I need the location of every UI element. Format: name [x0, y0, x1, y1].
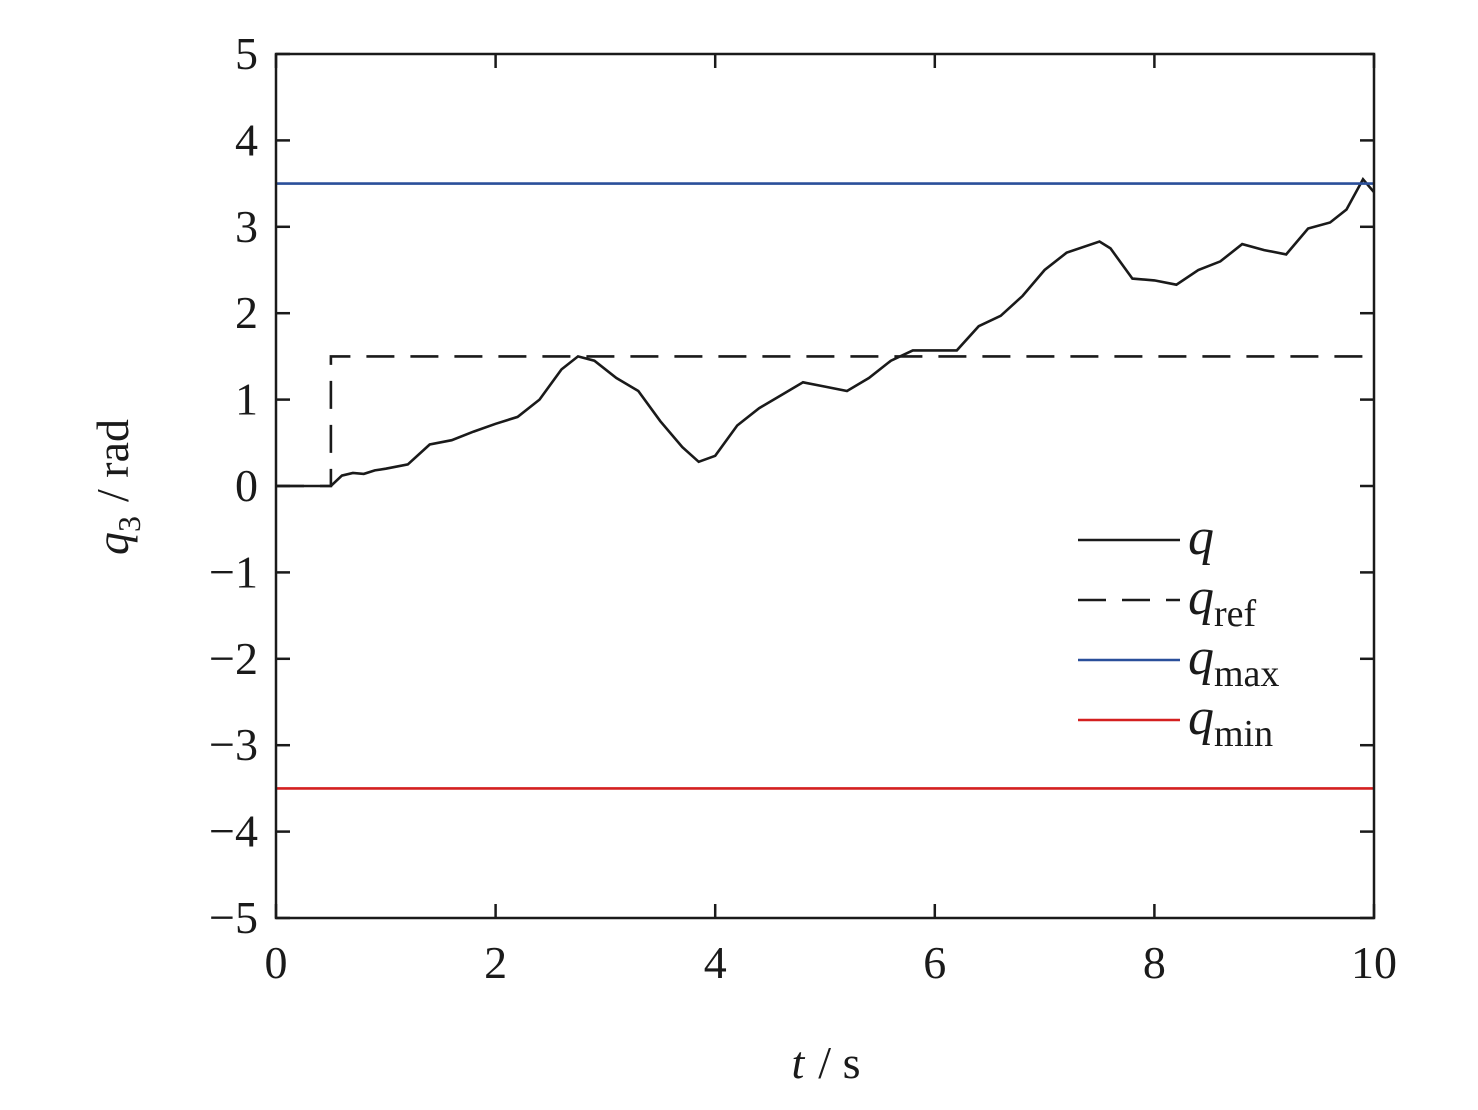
x-tick-label: 8 [1143, 937, 1166, 988]
legend-symbol: q [1188, 509, 1214, 566]
y-tick-label: −1 [209, 546, 258, 597]
legend-label: qref [1188, 569, 1257, 635]
x-tick-label: 4 [704, 937, 727, 988]
legend-symbol: q [1188, 569, 1214, 626]
y-label-subscript: 3 [111, 516, 147, 532]
legend-subscript: ref [1214, 593, 1257, 635]
x-axis-label: t / s [792, 1037, 861, 1088]
x-label-symbol: t [792, 1037, 806, 1088]
y-tick-label: 0 [235, 460, 258, 511]
y-tick-label: 3 [235, 201, 258, 252]
x-tick-label: 10 [1351, 937, 1397, 988]
x-tick-label: 2 [484, 937, 507, 988]
x-tick-label: 6 [923, 937, 946, 988]
series-line [276, 177, 1375, 488]
legend-label: qmin [1188, 689, 1273, 755]
y-tick-label: 2 [235, 287, 258, 338]
y-tick-label: 5 [235, 28, 258, 79]
y-tick-label: 1 [235, 374, 258, 425]
y-label-symbol: q [87, 532, 138, 555]
y-label-unit: / rad [87, 419, 138, 502]
y-tick-label: −2 [209, 633, 258, 684]
y-tick-label: −3 [209, 719, 258, 770]
y-axis-label: q3 / rad [87, 419, 147, 555]
legend-label: qmax [1188, 629, 1279, 695]
legend-symbol: q [1188, 629, 1214, 686]
y-tick-label: 4 [235, 114, 258, 165]
y-tick-label: −5 [209, 892, 258, 943]
y-tick-label: −4 [209, 806, 258, 857]
legend-symbol: q [1188, 689, 1214, 746]
series-line [276, 355, 1374, 488]
x-label-unit: / s [818, 1037, 860, 1088]
legend-subscript: max [1214, 653, 1279, 695]
legend-subscript: min [1214, 713, 1273, 755]
x-tick-label: 0 [265, 937, 288, 988]
legend-label: q [1188, 509, 1214, 566]
